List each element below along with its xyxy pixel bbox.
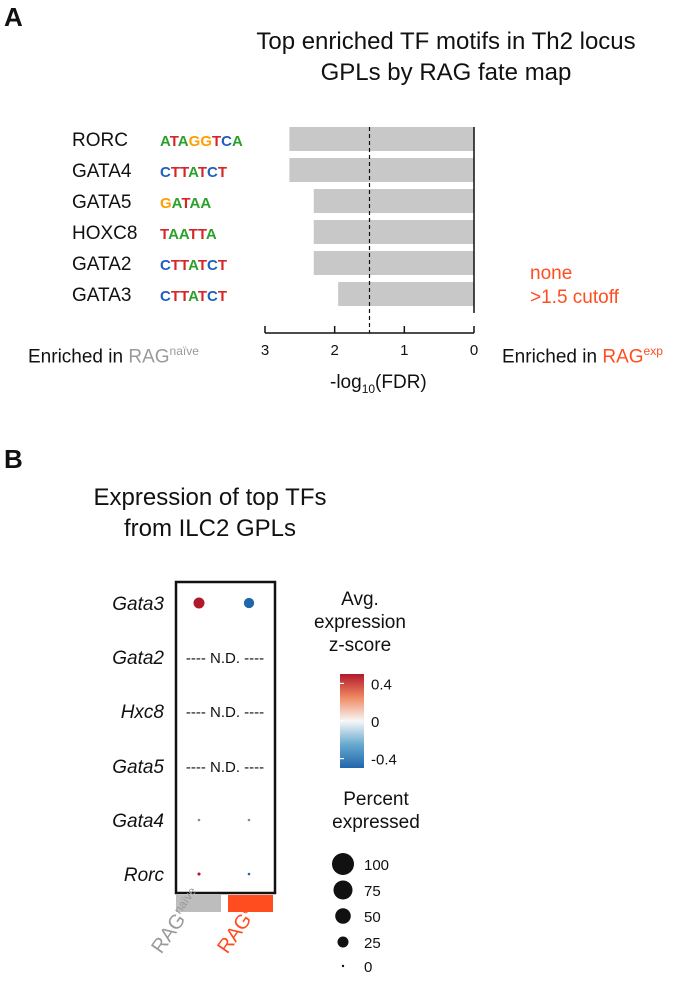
nd-label-hxc8: ---- N.D. ---- (186, 704, 264, 721)
bar-hoxc8 (313, 220, 474, 244)
size-legend-title: Percent expressed (316, 788, 436, 834)
size-legend-dot-75 (333, 880, 353, 900)
motif-logo-gata5: GATAA (160, 195, 211, 212)
panel-a-title-line2: GPLs by RAG fate map (320, 59, 572, 86)
x-tick-label-1: 1 (400, 342, 408, 359)
colorbar-title-line1: Avg. (341, 589, 379, 610)
dot-rorc-naive (197, 872, 201, 876)
panel-a-title: Top enriched TF motifs in Th2 locus GPLs… (206, 26, 686, 88)
gene-label-gata2: Gata2 (112, 648, 164, 669)
gene-label-gata3: Gata3 (112, 594, 164, 615)
col-label-exp-wrap: RAGexp (212, 893, 272, 980)
gene-label-gata5: Gata5 (112, 757, 164, 778)
dot-gata4-exp (247, 818, 251, 822)
panel-b-title: Expression of top TFs from ILC2 GPLs (60, 482, 360, 544)
colorbar-title: Avg. expression z-score (300, 588, 420, 657)
enriched-naive-sup: naïve (169, 344, 199, 358)
colorbar-tick-label-0.4: 0.4 (371, 676, 392, 693)
x-tick-label-3: 3 (261, 342, 269, 359)
x-axis-label: -log10(FDR) (330, 372, 427, 396)
col-bar-exp (228, 895, 273, 912)
motif-bar-chart: RORC GATA4 GATA5 HOXC8 GATA2 GATA3 ATAGGTCA CT… (72, 127, 478, 359)
bar-rorc (289, 127, 474, 151)
size-legend-label-25: 25 (364, 935, 381, 952)
panel-a-letter: A (4, 2, 23, 32)
x-tick-label-2: 2 (330, 342, 338, 359)
motif-logo-rorc: ATAGGTCA (160, 133, 243, 150)
bar-gata2 (313, 251, 474, 275)
col-bar-naive (176, 895, 221, 912)
dot-rorc-exp (247, 872, 251, 876)
tf-label-gata4: GATA4 (72, 161, 132, 182)
nd-label-gata2: ---- N.D. ---- (186, 650, 264, 667)
size-legend-dot-0 (341, 964, 345, 968)
none-note-line1: none (530, 263, 573, 284)
tf-label-gata5: GATA5 (72, 192, 131, 213)
colorbar-tick-label--0.4: -0.4 (371, 752, 397, 769)
x-axis-label-suffix: (FDR) (375, 372, 427, 393)
gene-label-hxc8: Hxc8 (121, 702, 165, 723)
enriched-naive-prefix: Enriched in (28, 346, 129, 368)
size-legend-label-50: 50 (364, 909, 381, 926)
bar-gata4 (289, 158, 474, 182)
size-legend-dot-50 (335, 908, 351, 924)
x-axis-label-sub: 10 (361, 381, 376, 396)
dot-gata3-naive (193, 597, 205, 609)
col-label-naive-wrap: RAGnaïve (146, 884, 206, 980)
panel-b-title-line1: Expression of top TFs (93, 484, 327, 511)
none-note-line2: >1.5 cutoff (530, 287, 619, 308)
x-axis-label-prefix: -log (330, 372, 362, 393)
size-legend-title-line1: Percent (343, 789, 409, 810)
enriched-exp-prefix: Enriched in (502, 346, 603, 368)
enriched-exp-label: Enriched in RAGexp (502, 344, 663, 368)
size-legend-label-100: 100 (364, 857, 389, 874)
panel-b-letter: B (4, 444, 23, 474)
enriched-exp-sup: exp (643, 344, 663, 358)
tf-label-rorc: RORC (72, 130, 128, 151)
enriched-exp-rag: RAG (602, 346, 644, 368)
dot-gata4-naive (197, 818, 201, 822)
size-legend-dot-100 (332, 853, 354, 875)
colorbar-title-line2: expression (314, 612, 406, 633)
x-tick-label-0: 0 (470, 342, 478, 359)
tf-label-gata2: GATA2 (72, 254, 131, 275)
size-legend-label-75: 75 (364, 883, 381, 900)
bar-gata3 (338, 282, 474, 306)
motif-logo-gata4: CTTATCT (160, 164, 227, 181)
none-cutoff-note: none >1.5 cutoff (530, 262, 619, 310)
size-legend-dot-25 (337, 936, 349, 948)
size-legend-label-0: 0 (364, 959, 372, 976)
bar-gata5 (313, 189, 474, 213)
colorbar-tick-label-0: 0 (371, 714, 379, 731)
gene-label-gata4: Gata4 (112, 811, 164, 832)
nd-label-gata5: ---- N.D. ---- (186, 759, 264, 776)
panel-b-title-line2: from ILC2 GPLs (123, 515, 297, 542)
motif-logo-hoxc8: TAATTA (160, 226, 217, 243)
dot-plot-frame (174, 580, 277, 895)
gene-label-rorc: Rorc (124, 865, 165, 886)
motif-logo-gata3: CTTATCT (160, 288, 227, 305)
tf-label-hoxc8: HOXC8 (72, 223, 137, 244)
colorbar-title-line3: z-score (328, 635, 392, 656)
tf-label-gata3: GATA3 (72, 285, 131, 306)
size-legend-title-line2: expressed (332, 812, 420, 833)
dot-gata3-exp (243, 597, 255, 609)
enriched-naive-label: Enriched in RAGnaïve (28, 344, 199, 368)
motif-logo-gata2: CTTATCT (160, 257, 227, 274)
panel-a-title-line1: Top enriched TF motifs in Th2 locus (256, 28, 636, 55)
enriched-naive-rag: RAG (128, 346, 170, 368)
